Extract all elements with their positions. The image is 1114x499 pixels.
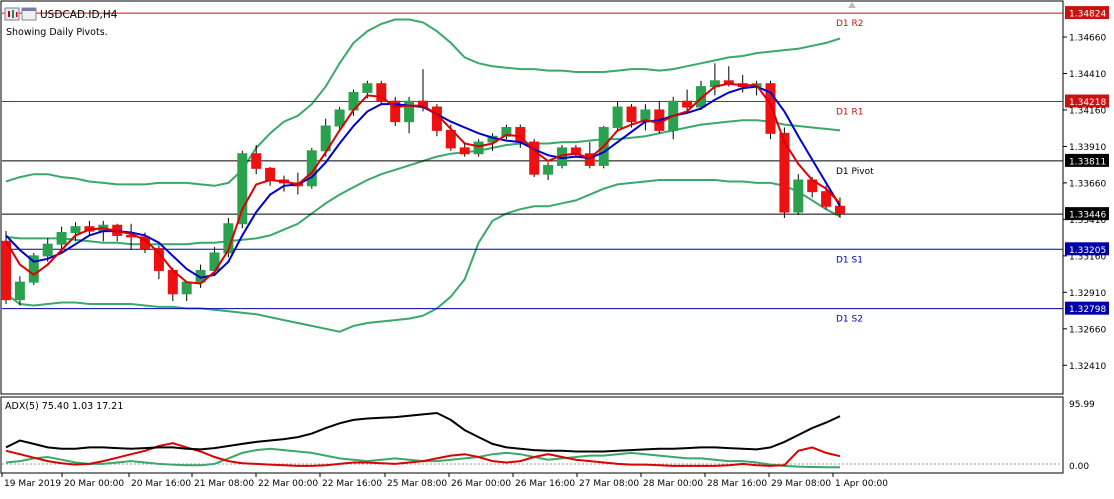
- time-tick-label: 25 Mar 08:00: [387, 479, 447, 489]
- candle: [70, 222, 81, 242]
- adx-lines: [2, 411, 1063, 469]
- d1-pivot-label: D1 Pivot: [836, 167, 874, 177]
- adx-panel[interactable]: [0, 396, 1064, 474]
- time-tick-label: 26 Mar 00:00: [451, 479, 511, 489]
- candle: [237, 150, 248, 229]
- red-ma-line: [5, 82, 841, 285]
- d1-s1-price-tag: [1065, 242, 1109, 256]
- time-tick-label: 1 Apr 00:00: [835, 479, 888, 489]
- time-tick-label: 27 Mar 08:00: [579, 479, 639, 489]
- chart-title: USDCAD.ID,H4: [40, 9, 118, 21]
- time-tick-label: 28 Mar 00:00: [643, 479, 703, 489]
- d1-s2-label: D1 S2: [836, 315, 863, 325]
- main-panel[interactable]: [0, 0, 1064, 395]
- time-tick-label: 22 Mar 00:00: [258, 479, 318, 489]
- time-tick-label: 22 Mar 16:00: [322, 479, 382, 489]
- price-tick-label: 1.33410: [1069, 216, 1106, 226]
- moving-averages: [5, 82, 841, 285]
- adx-tick-label: 0.00: [1069, 462, 1089, 472]
- time-tick-label: 28 Mar 16:00: [707, 479, 767, 489]
- chart-shift-marker[interactable]: [848, 2, 856, 8]
- candle: [793, 174, 804, 216]
- candle: [612, 101, 623, 131]
- d1-s1-price-value: 1.33205: [1069, 246, 1106, 256]
- candle: [306, 147, 317, 189]
- price-tick-label: 1.32410: [1069, 362, 1106, 372]
- candle: [376, 80, 387, 105]
- time-tick-label: 20 Mar 00:00: [64, 479, 124, 489]
- candle: [334, 107, 345, 131]
- price-tick-label: 1.34660: [1069, 34, 1106, 44]
- candle: [390, 96, 401, 127]
- candle: [765, 80, 776, 140]
- adx-adx-line: [5, 411, 841, 453]
- candle: [28, 252, 39, 286]
- adx-axis: 95.99 0.00: [1069, 400, 1095, 472]
- d1-pivot-price-value: 1.33811: [1069, 157, 1106, 167]
- candle: [404, 96, 415, 134]
- price-tick-label: 1.33910: [1069, 143, 1106, 153]
- adx-tick-label: 95.99: [1069, 400, 1095, 410]
- time-tick-label: 29 Mar 08:00: [771, 479, 831, 489]
- time-tick-label: 26 Mar 16:00: [515, 479, 575, 489]
- d1-s2-price-value: 1.32798: [1069, 305, 1106, 315]
- current-price-value: 1.33446: [1069, 211, 1106, 221]
- price-tick-label: 1.33160: [1069, 252, 1106, 262]
- candle: [473, 139, 484, 157]
- time-tick-label: 19 Mar 2019: [4, 479, 61, 489]
- d1-r2-price-value: 1.34824: [1069, 10, 1106, 20]
- bollinger-lower-line: [5, 179, 841, 333]
- d1-r1-price-tag: [1065, 94, 1109, 108]
- d1-r1-price-value: 1.34218: [1069, 98, 1106, 108]
- price-tick-label: 1.32660: [1069, 325, 1106, 335]
- window-icon[interactable]: [21, 7, 37, 21]
- d1-r2-price-tag: [1065, 6, 1109, 20]
- d1-r1-label: D1 R1: [836, 108, 864, 118]
- price-tick-label: 1.33660: [1069, 179, 1106, 189]
- time-axis: 19 Mar 2019 20 Mar 00:00 20 Mar 16:00 21 Ma…: [1, 473, 888, 489]
- candle: [529, 139, 540, 178]
- candle: [501, 124, 512, 140]
- d1-s1-label: D1 S1: [836, 255, 863, 265]
- candle: [14, 276, 25, 306]
- bollinger-upper-line: [5, 18, 841, 187]
- time-tick-label: 21 Mar 08:00: [194, 479, 254, 489]
- price-tick-label: 1.34410: [1069, 70, 1106, 80]
- candle: [696, 80, 706, 110]
- candle: [251, 144, 262, 175]
- price-tick-label: 1.34160: [1069, 106, 1106, 116]
- candle: [584, 142, 595, 169]
- price-tick-label: 1.32910: [1069, 289, 1106, 299]
- current-price-tag: [1065, 207, 1109, 221]
- adx-di-line: [5, 442, 841, 467]
- blue-ma-line: [5, 85, 841, 279]
- chart-icon[interactable]: [4, 7, 20, 21]
- d1-r2-label: D1 R2: [836, 19, 864, 29]
- price-axis: 1.34660 1.34410 1.34160 1.33910 1.33660 1.334…: [1063, 34, 1109, 372]
- pivot-info-text: Showing Daily Pivots.: [6, 27, 108, 38]
- candle: [682, 89, 693, 113]
- time-tick-label: 20 Mar 16:00: [131, 479, 191, 489]
- d1-pivot-price-tag: [1065, 153, 1109, 167]
- d1-s2-price-tag: [1065, 301, 1109, 315]
- adx-label: ADX(5) 75.40 1.03 17.21: [5, 401, 123, 412]
- candle: [543, 162, 554, 180]
